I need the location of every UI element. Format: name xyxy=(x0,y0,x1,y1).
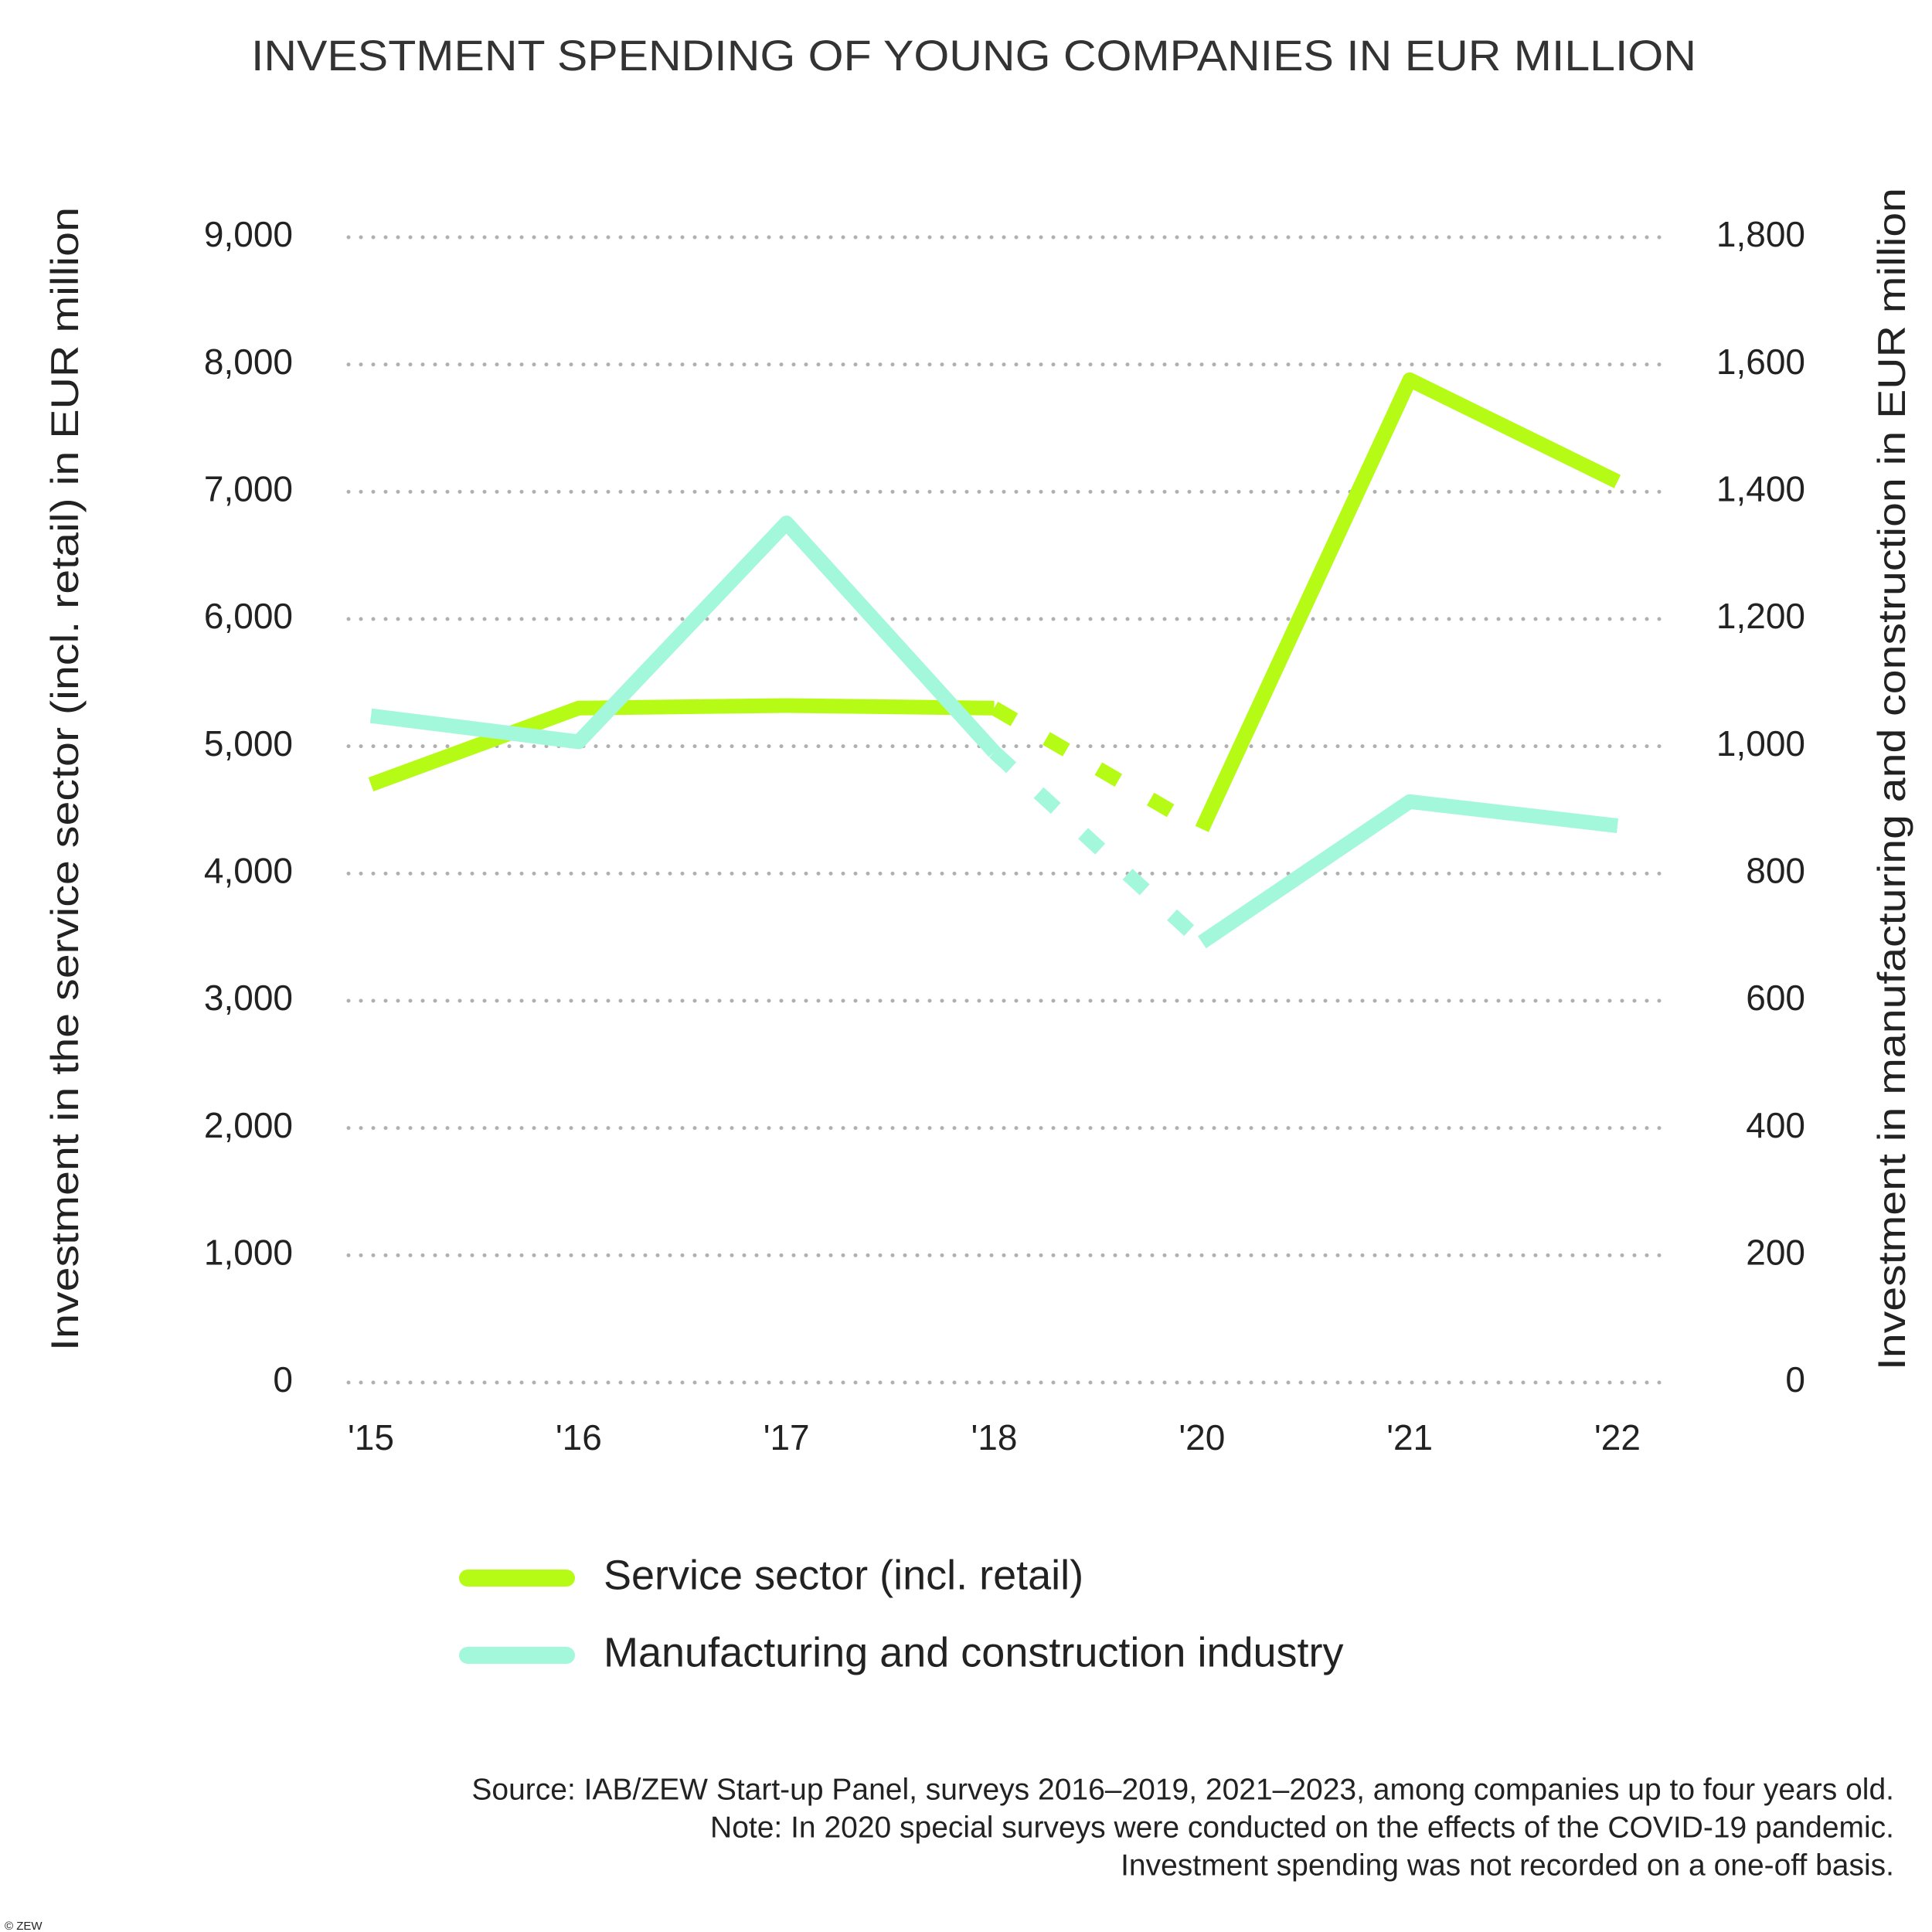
x-tick-label: '22 xyxy=(1594,1417,1641,1458)
series-line xyxy=(368,698,995,791)
y-tick-label: 7,000 xyxy=(204,468,293,509)
y-tick-label: 0 xyxy=(273,1359,293,1400)
y-tick-label: 5,000 xyxy=(204,723,293,764)
y2-tick-label: 400 xyxy=(1746,1105,1805,1145)
y-tick-label: 6,000 xyxy=(204,596,293,636)
y2-tick-label: 800 xyxy=(1746,850,1805,890)
series-line xyxy=(1195,372,1621,832)
y2-tick-label: 1,400 xyxy=(1716,468,1805,509)
y2-tick-label: 1,600 xyxy=(1716,342,1805,382)
x-tick-label: '16 xyxy=(556,1417,602,1458)
y2-tick-label: 600 xyxy=(1746,978,1805,1018)
legend-label: Manufacturing and construction industry xyxy=(604,1629,1344,1675)
x-tick-label: '18 xyxy=(971,1417,1018,1458)
y2-tick-label: 1,800 xyxy=(1716,214,1805,254)
series-line xyxy=(369,515,1000,757)
y-tick-label: 3,000 xyxy=(204,978,293,1018)
x-tick-label: '21 xyxy=(1386,1417,1433,1458)
y2-axis-title: Investment in manufacturing and construc… xyxy=(1870,188,1913,1370)
x-tick-label: '20 xyxy=(1179,1417,1225,1458)
y2-tick-label: 1,200 xyxy=(1716,596,1805,636)
y-tick-label: 1,000 xyxy=(204,1232,293,1272)
y2-tick-label: 200 xyxy=(1746,1232,1805,1272)
y-axis-title: Investment in the service sector (incl. … xyxy=(43,207,87,1351)
x-tick-label: '15 xyxy=(348,1417,394,1458)
chart-title: INVESTMENT SPENDING OF YOUNG COMPANIES I… xyxy=(251,31,1696,80)
legend-label: Service sector (incl. retail) xyxy=(604,1552,1083,1598)
series-line xyxy=(990,702,1206,835)
footnote: Note: In 2020 special surveys were condu… xyxy=(710,1811,1894,1844)
source-note: Source: IAB/ZEW Start-up Panel, surveys … xyxy=(471,1773,1894,1806)
y-tick-label: 2,000 xyxy=(204,1105,293,1145)
footnote: Investment spending was not recorded on … xyxy=(1121,1849,1894,1882)
series-line xyxy=(989,747,1207,948)
y-tick-label: 4,000 xyxy=(204,850,293,890)
y-tick-label: 8,000 xyxy=(204,342,293,382)
y-tick-label: 9,000 xyxy=(204,214,293,254)
y2-tick-label: 1,000 xyxy=(1716,723,1805,764)
series-line xyxy=(1198,794,1619,949)
copyright: © ZEW xyxy=(5,1920,43,1932)
x-tick-label: '17 xyxy=(764,1417,810,1458)
y2-tick-label: 0 xyxy=(1785,1359,1805,1400)
